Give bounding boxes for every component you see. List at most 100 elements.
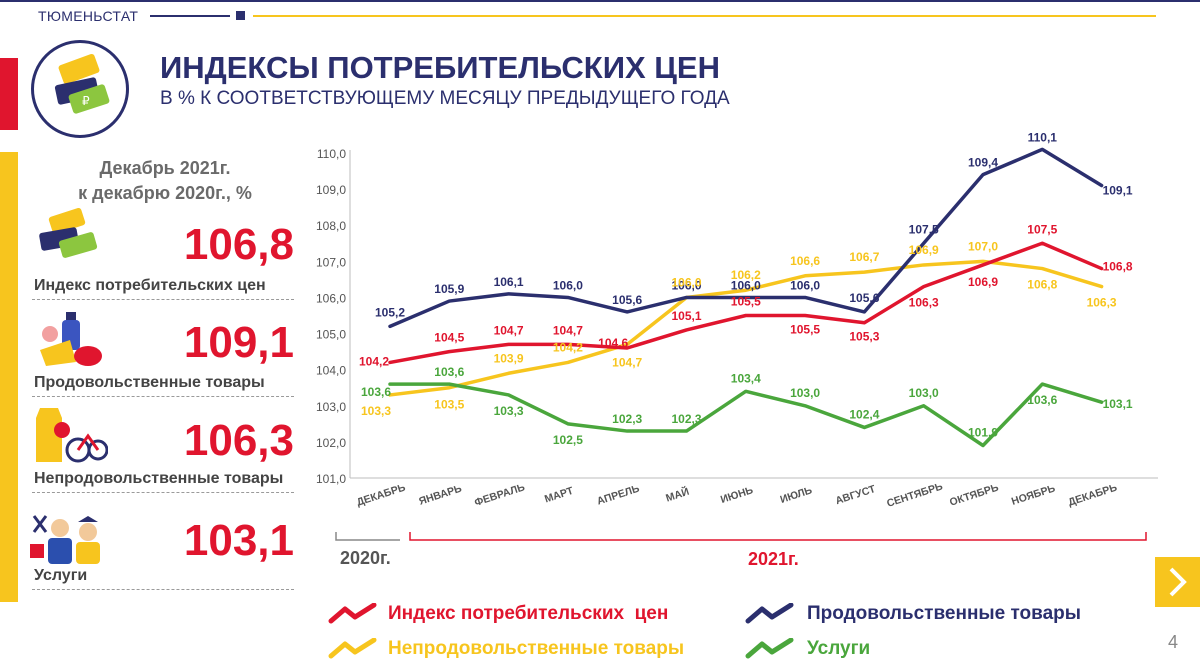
data-label-food: 109,1 — [1103, 184, 1133, 198]
summary-heading-line1: Декабрь 2021г. — [99, 158, 231, 178]
svg-text:₽: ₽ — [82, 94, 90, 108]
data-label-food: 106,1 — [494, 275, 524, 289]
page-title: ИНДЕКСЫ ПОТРЕБИТЕЛЬСКИХ ЦЕН — [160, 50, 720, 85]
services-icon — [28, 506, 110, 566]
data-label-nonfood: 103,5 — [434, 398, 464, 412]
data-label-cpi: 106,3 — [909, 296, 939, 310]
data-label-cpi: 104,2 — [359, 354, 389, 368]
x-tick-label: ДЕКАБРЬ — [355, 481, 407, 508]
data-label-food: 106,0 — [671, 278, 701, 292]
header-rule-yellow — [253, 15, 1156, 17]
data-label-nonfood: 106,9 — [909, 243, 939, 257]
data-label-services: 103,6 — [1027, 393, 1057, 407]
x-tick-label: ДЕКАБРЬ — [1067, 481, 1119, 508]
y-tick-label: 109,0 — [316, 183, 346, 197]
org-name: ТЮМЕНЬСТАТ — [38, 8, 139, 24]
header-square — [236, 11, 245, 20]
data-label-services: 103,4 — [731, 371, 761, 385]
x-tick-label: ИЮНЬ — [719, 484, 755, 506]
data-label-cpi: 105,1 — [671, 309, 701, 323]
data-label-food: 106,0 — [731, 278, 761, 292]
next-slide-button[interactable] — [1155, 557, 1200, 607]
kpi-divider — [32, 299, 294, 300]
x-tick-label: АПРЕЛЬ — [596, 483, 642, 508]
data-label-cpi: 104,6 — [598, 336, 628, 350]
data-label-food: 107,5 — [909, 222, 939, 236]
data-label-nonfood: 106,6 — [790, 254, 820, 268]
data-label-cpi: 106,8 — [1103, 260, 1133, 274]
kpi-divider — [32, 396, 294, 397]
data-label-cpi: 104,7 — [553, 323, 583, 337]
data-label-food: 106,0 — [790, 278, 820, 292]
page-number: 4 — [1168, 632, 1179, 652]
series-line-services — [388, 382, 1104, 448]
series-line-nonfood — [388, 259, 1104, 397]
x-tick-label: МАРТ — [543, 485, 575, 506]
data-label-services: 102,3 — [612, 412, 642, 426]
legend-label-cpi: Индекс потребительских цен — [388, 603, 669, 624]
data-label-nonfood: 104,2 — [553, 340, 583, 354]
data-label-cpi: 105,5 — [731, 295, 761, 309]
year-label-2020: 2020г. — [340, 548, 391, 568]
x-tick-label: ФЕВРАЛЬ — [473, 481, 527, 509]
data-label-nonfood: 106,8 — [1027, 278, 1057, 292]
data-label-cpi: 104,5 — [434, 331, 464, 345]
data-label-food: 106,0 — [553, 278, 583, 292]
legend-swatch-food — [745, 603, 794, 624]
data-label-food: 105,9 — [434, 282, 464, 296]
data-label-cpi: 105,5 — [790, 323, 820, 337]
x-tick-label: СЕНТЯБРЬ — [885, 480, 944, 510]
y-tick-label: 105,0 — [316, 328, 346, 342]
data-label-services: 102,5 — [553, 433, 583, 447]
data-label-cpi: 107,5 — [1027, 222, 1057, 236]
x-tick-label: ЯНВАРЬ — [417, 482, 463, 507]
data-label-nonfood: 106,2 — [731, 268, 761, 282]
kpi-label-nonfood: Непродовольственные товары — [34, 470, 284, 487]
accent-bar-yellow — [0, 152, 18, 602]
legend-swatch-nonfood — [328, 638, 377, 659]
data-label-nonfood: 106,7 — [849, 250, 879, 264]
legend-label-nonfood: Непродовольственные товары — [388, 638, 685, 659]
legend-swatch-services — [745, 638, 794, 659]
chevron-right-icon — [1169, 567, 1187, 597]
kpi-value-cpi: 106,8 — [183, 220, 294, 269]
data-label-food: 105,6 — [849, 291, 879, 305]
data-label-services: 103,1 — [1103, 397, 1133, 411]
series-line-food — [388, 147, 1104, 329]
legend-label-services: Услуги — [807, 638, 871, 659]
price-tags-logo-icon: ₽ — [31, 40, 129, 138]
data-label-services: 103,3 — [494, 404, 524, 418]
data-label-services: 102,3 — [671, 412, 701, 426]
data-label-nonfood: 107,0 — [968, 239, 998, 253]
summary-heading: Декабрь 2021г. к декабрю 2020г., % — [40, 156, 290, 206]
data-label-services: 103,0 — [909, 386, 939, 400]
y-tick-label: 102,0 — [316, 436, 346, 450]
legend-swatch-cpi — [328, 603, 377, 624]
data-label-food: 105,6 — [612, 293, 642, 307]
year-label-2021: 2021г. — [748, 549, 799, 569]
top-rule — [0, 0, 1200, 2]
y-tick-label: 110,0 — [317, 147, 346, 161]
data-label-nonfood: 104,7 — [612, 355, 642, 369]
nonfood-goods-icon — [32, 404, 108, 466]
data-label-cpi: 106,9 — [968, 275, 998, 289]
legend-label-food: Продовольственные товары — [807, 603, 1081, 624]
food-icon — [36, 310, 106, 370]
data-label-nonfood: 103,3 — [361, 404, 391, 418]
series-line-cpi — [388, 241, 1104, 365]
data-label-food: 110,1 — [1028, 130, 1058, 144]
y-tick-label: 108,0 — [316, 219, 346, 233]
data-label-services: 103,6 — [434, 365, 464, 379]
kpi-label-food: Продовольственные товары — [34, 374, 265, 391]
bracket-2021 — [409, 532, 1147, 541]
kpi-value-services: 103,1 — [183, 516, 294, 565]
data-label-nonfood: 106,3 — [1087, 296, 1117, 310]
kpi-label-cpi: Индекс потребительских цен — [34, 277, 266, 294]
x-tick-label: НОЯБРЬ — [1010, 482, 1057, 508]
data-label-services: 102,4 — [849, 407, 879, 421]
x-tick-label: ОКТЯБРЬ — [948, 481, 1000, 508]
data-label-services: 101,9 — [968, 426, 998, 440]
kpi-divider — [32, 492, 294, 493]
header-rule-navy — [150, 15, 230, 17]
